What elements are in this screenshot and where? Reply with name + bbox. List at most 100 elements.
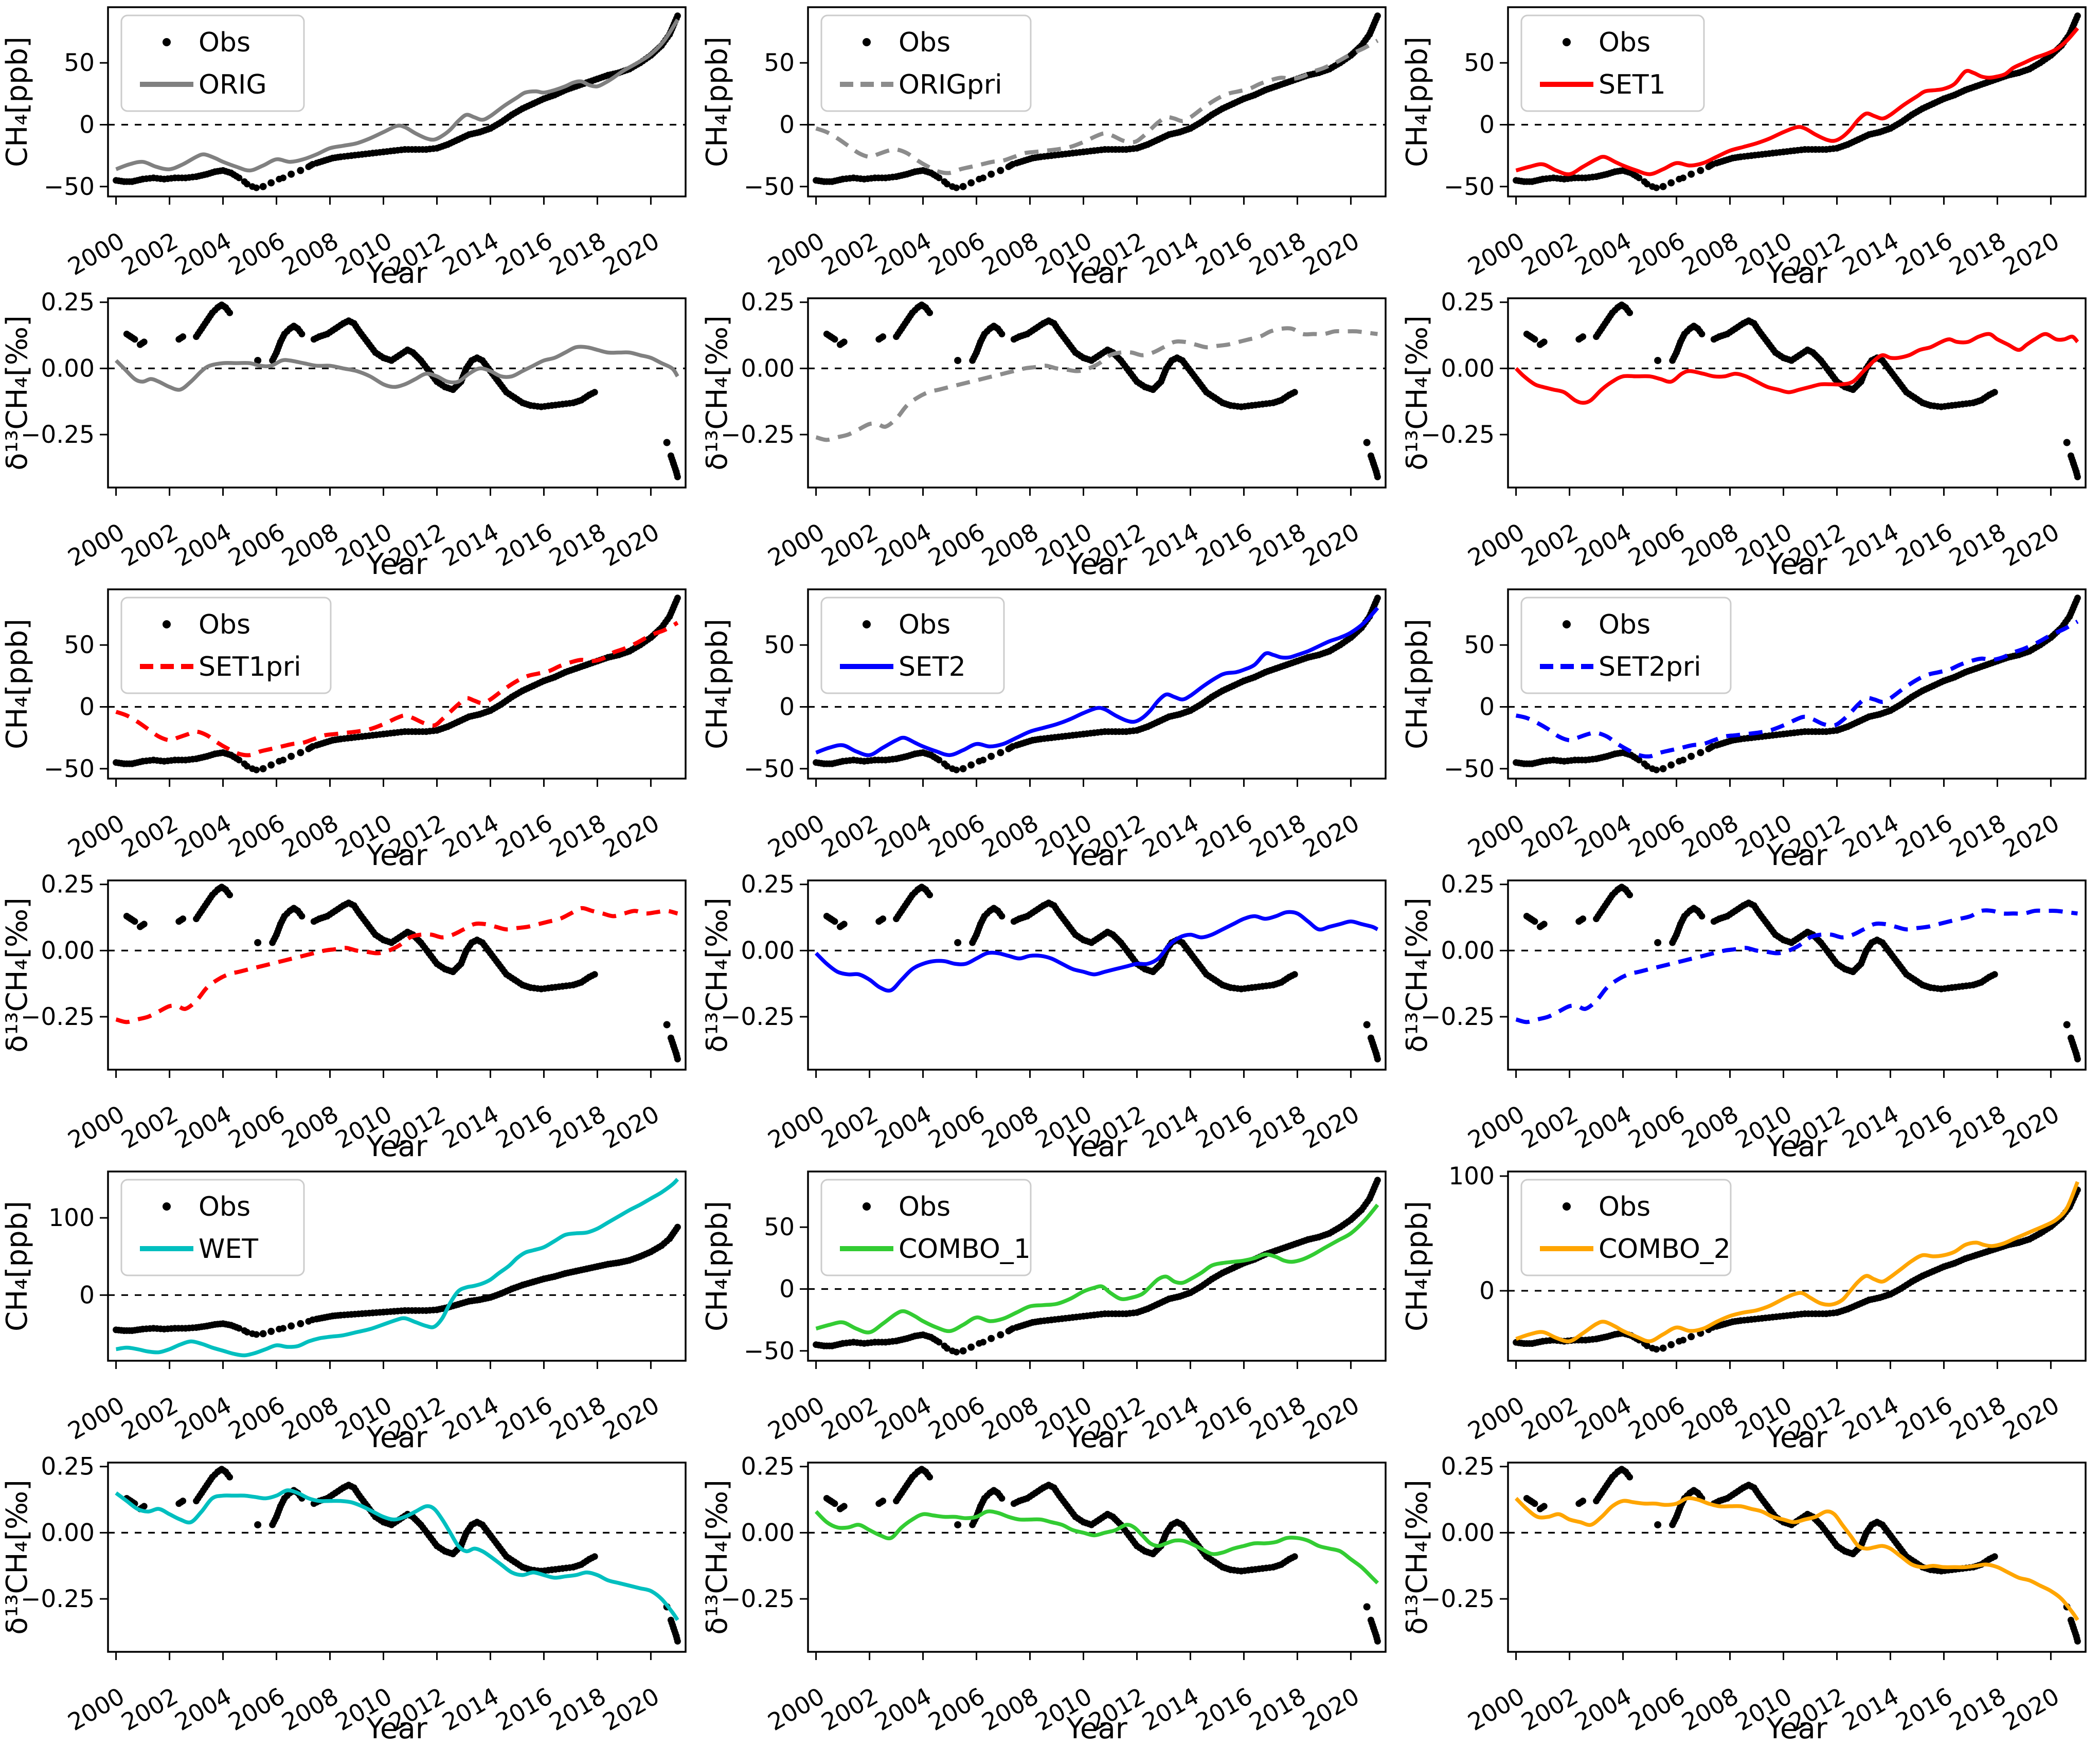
y-tick-label: −50 <box>44 173 95 201</box>
x-tick-label: 2000 <box>1463 227 1529 281</box>
x-tick-label: 2016 <box>1191 227 1257 281</box>
subplot-SET1pri-ch4: −50 0 50 2000 2002 2004 2006 2008 2010 2012 2014 20… <box>0 582 700 873</box>
y-axis-label: δ¹³CH₄[‰] <box>701 1480 734 1635</box>
legend-obs-label: Obs <box>1599 1192 1650 1222</box>
x-axis-ticks: 2000200220042006200820102012201420162018… <box>63 1070 664 1154</box>
y-tick-label: 0 <box>1479 1277 1495 1305</box>
x-tick-label: 2006 <box>1624 1100 1690 1154</box>
y-axis-ticks: −50 0 50 <box>44 49 108 201</box>
obs-series <box>113 12 681 191</box>
plot-canvas: 0.25 0.00 −0.25 200020022004200620082010201… <box>1401 1455 2087 1745</box>
x-tick-label: 2000 <box>1463 1682 1529 1736</box>
model-line-WET <box>115 1488 679 1621</box>
model-line-SET2 <box>815 606 1379 758</box>
legend-model-label: SET2pri <box>1599 652 1701 682</box>
y-tick-label: 50 <box>64 49 95 77</box>
legend-obs-label: Obs <box>1599 27 1650 58</box>
x-axis-label: Year <box>366 257 428 290</box>
x-tick-label: 2020 <box>1998 1100 2064 1154</box>
x-tick-label: 2002 <box>1517 1100 1583 1154</box>
obs-series <box>813 594 1381 773</box>
axes-frame <box>1507 1462 2087 1653</box>
x-tick-label: 2002 <box>817 1682 883 1736</box>
x-tick-label: 2018 <box>545 1682 611 1736</box>
plot-canvas: 0.25 0.00 −0.25 200020022004200620082010201… <box>1 873 687 1163</box>
x-axis-ticks: 2000200220042006200820102012201420162018… <box>763 779 1364 863</box>
x-tick-label: 2020 <box>598 1391 664 1445</box>
obs-series <box>113 1223 681 1338</box>
obs-series <box>1523 301 2081 480</box>
y-tick-label: 0.25 <box>741 873 795 899</box>
x-tick-label: 2016 <box>1891 227 1957 281</box>
x-tick-label: 2002 <box>1517 518 1583 572</box>
x-tick-label: 2000 <box>763 227 829 281</box>
x-tick-label: 2018 <box>545 227 611 281</box>
subplot-COMBO_2-ch4: 0 100 2000 2002 2004 2006 2008 2010 2012 2014 2016… <box>1400 1164 2100 1455</box>
model-line-SET1pri <box>115 906 678 1024</box>
legend-obs-marker <box>863 620 871 628</box>
x-tick-label: 2018 <box>1945 809 2011 863</box>
model-line-ORIGpri <box>815 39 1379 175</box>
y-tick-label: 0.25 <box>1441 873 1495 899</box>
axes-frame <box>1507 588 2087 780</box>
plot-canvas: 0.25 0.00 −0.25 200020022004200620082010201… <box>1 1455 687 1745</box>
x-tick-label: 2006 <box>1624 227 1690 281</box>
x-tick-label: 2020 <box>1998 1682 2064 1736</box>
y-tick-label: 0 <box>79 111 95 139</box>
subplot-WET-ch4: 0 100 2000 2002 2004 2006 2008 2010 2012 2014 2016… <box>0 1164 700 1455</box>
plot-canvas: 0.25 0.00 −0.25 200020022004200620082010201… <box>701 1455 1387 1745</box>
y-tick-label: 0.25 <box>1441 1455 1495 1481</box>
plot-canvas: −50 0 50 2000200220042006200820102012201420… <box>701 588 1387 872</box>
legend-box <box>820 1179 1032 1276</box>
x-tick-label: 2006 <box>1624 809 1690 863</box>
x-tick-label: 2008 <box>277 227 343 281</box>
x-tick-label: 2004 <box>170 518 236 572</box>
y-tick-label: 0 <box>1479 693 1495 721</box>
y-axis-label: CH₄[ppb] <box>701 1201 734 1331</box>
x-tick-label: 2000 <box>1463 809 1529 863</box>
axes-frame <box>107 588 687 780</box>
x-tick-label: 2004 <box>1570 1100 1636 1154</box>
y-tick-label: 0.00 <box>41 936 95 965</box>
legend-model-label: ORIG <box>199 69 267 100</box>
legend: Obs SET1 <box>1520 14 1705 112</box>
x-tick-label: 2008 <box>977 1391 1043 1445</box>
y-tick-label: 0.25 <box>41 873 95 899</box>
obs-series <box>823 301 1381 480</box>
plot-canvas: 0 100 200020022004200620082010201220142016… <box>1 1170 687 1454</box>
model-line-ORIGpri <box>815 326 1378 442</box>
legend-model-label: COMBO_1 <box>899 1234 1031 1265</box>
legend-model-label: SET1 <box>1599 69 1666 100</box>
axes-frame <box>807 1170 1387 1362</box>
legend-model-label: WET <box>199 1234 258 1265</box>
legend-obs-label: Obs <box>1599 609 1650 640</box>
plot-canvas: −50 0 50 2000200220042006200820102012201420… <box>701 1170 1387 1454</box>
x-axis-label: Year <box>366 1712 428 1745</box>
y-axis-label: CH₄[ppb] <box>1401 37 1434 167</box>
x-tick-label: 2014 <box>1138 518 1204 572</box>
x-tick-label: 2006 <box>924 1391 990 1445</box>
plot-canvas: −50 0 50 2000200220042006200820102012201420… <box>701 6 1387 290</box>
legend-obs-marker <box>1563 38 1571 46</box>
x-tick-label: 2020 <box>598 1682 664 1736</box>
x-tick-label: 2002 <box>817 227 883 281</box>
subplot-COMBO_1-ch4: −50 0 50 2000 2002 2004 2006 2008 2010 2012 2014 20… <box>700 1164 1400 1455</box>
x-tick-label: 2004 <box>1570 809 1636 863</box>
x-tick-label: 2008 <box>977 518 1043 572</box>
x-tick-label: 2016 <box>491 518 557 572</box>
x-tick-label: 2000 <box>63 809 129 863</box>
x-tick-label: 2006 <box>1624 1391 1690 1445</box>
x-tick-label: 2014 <box>1138 1391 1204 1445</box>
x-tick-label: 2020 <box>598 809 664 863</box>
x-tick-label: 2014 <box>438 227 504 281</box>
y-axis-label: δ¹³CH₄[‰] <box>1401 1480 1434 1635</box>
x-tick-label: 2016 <box>1191 1100 1257 1154</box>
legend-obs-marker <box>863 38 871 46</box>
y-tick-label: 0.25 <box>41 1455 95 1481</box>
y-tick-label: 100 <box>1448 1164 1495 1191</box>
y-axis-ticks: 0.25 0.00 −0.25 <box>721 291 808 449</box>
x-tick-label: 2020 <box>1298 1391 1364 1445</box>
y-axis-label: δ¹³CH₄[‰] <box>701 897 734 1053</box>
y-tick-label: 0 <box>79 693 95 721</box>
legend-model-label: SET1pri <box>199 652 301 682</box>
